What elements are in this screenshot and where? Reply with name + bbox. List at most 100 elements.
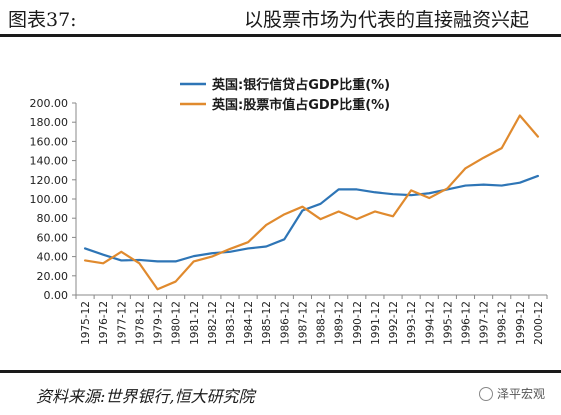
data-point <box>102 262 104 264</box>
data-point <box>356 218 358 220</box>
x-tick-label: 1991-12 <box>370 301 382 345</box>
data-point <box>229 251 231 253</box>
data-point <box>392 215 394 217</box>
x-tick-label: 1988-12 <box>316 301 328 345</box>
x-tick-label: 1987-12 <box>297 301 309 345</box>
x-tick-label: 1993-12 <box>406 301 418 345</box>
figure-number: 图表37: <box>8 9 77 31</box>
x-tick-label: 1982-12 <box>207 301 219 345</box>
data-point <box>229 248 231 250</box>
data-point <box>193 255 195 257</box>
data-point <box>283 213 285 215</box>
data-point <box>482 183 484 185</box>
y-tick-label: 180.00 <box>30 116 69 129</box>
data-point <box>337 210 339 212</box>
x-tick-label: 1975-12 <box>80 301 92 345</box>
data-point <box>211 255 213 257</box>
x-tick-label: 1977-12 <box>116 301 128 345</box>
x-tick-label: 1976-12 <box>98 301 110 345</box>
x-tick-label: 2000-12 <box>533 301 545 345</box>
data-point <box>501 147 503 149</box>
x-tick-label: 1981-12 <box>189 301 201 345</box>
data-point <box>174 280 176 282</box>
data-point <box>464 184 466 186</box>
data-point <box>392 193 394 195</box>
x-tick-label: 1999-12 <box>515 301 527 345</box>
x-tick-label: 1997-12 <box>479 301 491 345</box>
data-point <box>337 188 339 190</box>
data-point <box>138 262 140 264</box>
data-point <box>301 209 303 211</box>
data-point <box>374 210 376 212</box>
x-tick-label: 1994-12 <box>424 301 436 345</box>
x-tick-label: 1983-12 <box>225 301 237 345</box>
x-tick-label: 1986-12 <box>279 301 291 345</box>
legend-label: 英国:银行信贷占GDP比重(%) <box>211 77 390 93</box>
data-point <box>356 188 358 190</box>
axes: 0.00 20.00 40.00 60.00 80.00 100.00 120.00 140.… <box>30 97 548 345</box>
data-point <box>120 251 122 253</box>
y-tick-label: 40.00 <box>37 251 69 264</box>
data-point <box>174 260 176 262</box>
series-line-2 <box>83 114 540 291</box>
chart-title: 以股票市场为代表的直接融资兴起 <box>243 9 529 31</box>
x-tick-label: 1998-12 <box>497 301 509 345</box>
data-point <box>193 260 195 262</box>
data-point <box>482 157 484 159</box>
data-point <box>247 247 249 249</box>
x-tick-label: 1990-12 <box>352 301 364 345</box>
y-tick-label: 140.00 <box>30 155 69 168</box>
data-point <box>283 238 285 240</box>
y-tick-label: 200.00 <box>30 97 69 110</box>
data-point <box>138 259 140 261</box>
data-point <box>319 203 321 205</box>
x-tick-label: 1989-12 <box>334 301 346 345</box>
wechat-icon <box>478 386 493 401</box>
x-tick-label: 1980-12 <box>171 301 183 345</box>
y-tick-label: 100.00 <box>30 193 69 206</box>
data-point <box>464 167 466 169</box>
y-tick-label: 80.00 <box>37 212 69 225</box>
legend: 英国:银行信贷占GDP比重(%) 英国:股票市值占GDP比重(%) <box>180 77 390 113</box>
data-point <box>247 241 249 243</box>
data-point <box>519 114 521 116</box>
data-point <box>446 187 448 189</box>
figure-header: 图表37: 以股票市场为代表的直接融资兴起 <box>0 0 561 37</box>
data-point <box>84 247 86 249</box>
series-line-1 <box>83 174 540 263</box>
data-point <box>211 252 213 254</box>
data-point <box>501 184 503 186</box>
data-point <box>265 245 267 247</box>
data-point <box>301 205 303 207</box>
line-chart: 0.00 20.00 40.00 60.00 80.00 100.00 120.00 140.… <box>30 77 548 345</box>
data-point <box>519 181 521 183</box>
data-point <box>410 189 412 191</box>
y-tick-label: 160.00 <box>30 135 69 148</box>
source-note: 资料来源:世界银行,恒大研究院 <box>36 387 255 406</box>
data-point <box>410 194 412 196</box>
data-point <box>374 191 376 193</box>
x-tick-label: 1992-12 <box>388 301 400 345</box>
data-point <box>319 218 321 220</box>
data-point <box>537 175 539 177</box>
data-point <box>265 224 267 226</box>
data-point <box>156 288 158 290</box>
brand-mark: 泽平宏观 <box>478 385 545 402</box>
brand-name: 泽平宏观 <box>496 387 545 401</box>
x-tick-label: 1995-12 <box>442 301 454 345</box>
data-point <box>84 259 86 261</box>
x-tick-label: 1979-12 <box>153 301 165 345</box>
data-point <box>537 135 539 137</box>
data-point <box>120 259 122 261</box>
data-point <box>156 260 158 262</box>
legend-label: 英国:股票市值占GDP比重(%) <box>211 97 390 113</box>
x-tick-label: 1978-12 <box>134 301 146 345</box>
x-tick-label: 1985-12 <box>261 301 273 345</box>
data-point <box>428 197 430 199</box>
data-point <box>102 253 104 255</box>
y-tick-label: 120.00 <box>30 174 69 187</box>
y-tick-label: 0.00 <box>44 289 69 302</box>
y-tick-label: 20.00 <box>37 270 69 283</box>
y-tick-label: 60.00 <box>37 231 69 244</box>
x-tick-label: 1996-12 <box>460 301 472 345</box>
